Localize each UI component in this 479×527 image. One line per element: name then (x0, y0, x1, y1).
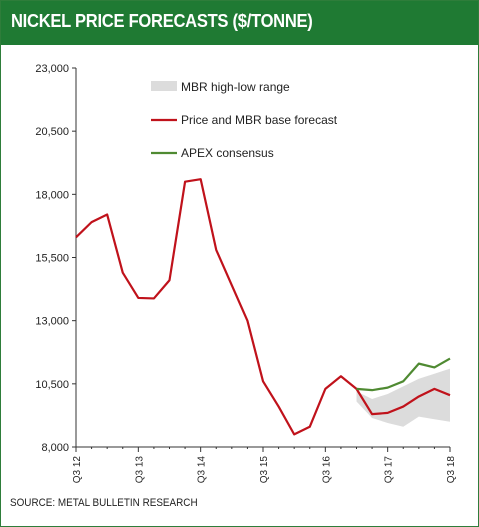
y-tick-label: 13,000 (35, 316, 69, 328)
x-tick-label: Q3 18 (446, 456, 457, 484)
y-tick-label: 10,500 (35, 379, 69, 391)
x-tick-label: Q3 16 (321, 456, 332, 484)
y-tick-label: 18,000 (35, 189, 69, 201)
legend-label: MBR high-low range (181, 80, 290, 94)
range-band (356, 368, 450, 427)
x-tick-label: Q3 15 (259, 456, 270, 484)
header-bar: NICKEL PRICE FORECASTS ($/TONNE) (1, 1, 478, 45)
y-tick-label: 8,000 (41, 442, 69, 454)
chart-title: NICKEL PRICE FORECASTS ($/TONNE) (11, 11, 313, 31)
x-tick-label: Q3 13 (134, 456, 145, 484)
x-tick-label: Q3 17 (384, 456, 395, 484)
y-tick-label: 23,000 (35, 63, 69, 75)
legend-swatch-range (151, 81, 177, 91)
price-line (75, 178, 451, 436)
apex-line (356, 357, 451, 392)
nickel-price-chart: 8,000 10,500 13,000 15,500 18,000 20,500 23,00… (35, 63, 457, 484)
x-tick-label: Q3 14 (197, 456, 208, 484)
source-note: SOURCE: METAL BULLETIN RESEARCH (10, 497, 198, 509)
y-tick-label: 20,500 (35, 126, 69, 138)
x-tick-label: Q3 12 (72, 456, 83, 484)
y-tick-label: 15,500 (35, 253, 69, 265)
legend-label: APEX consensus (181, 146, 274, 160)
legend-label: Price and MBR base forecast (181, 113, 338, 127)
